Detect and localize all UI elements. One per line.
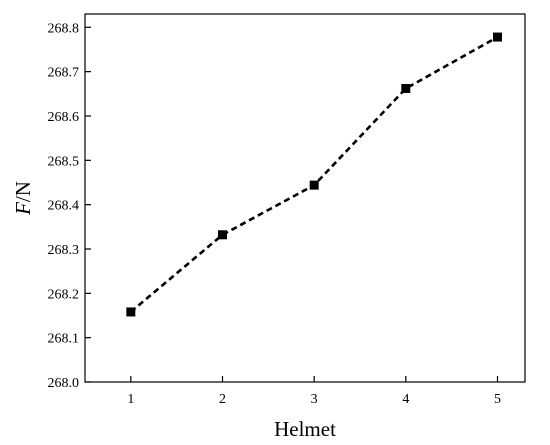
data-point-2 xyxy=(218,230,227,240)
y-tick-label: 268.4 xyxy=(48,199,80,214)
y-tick-label: 268.2 xyxy=(48,287,80,302)
x-tick-label: 1 xyxy=(127,392,134,407)
y-axis-title-symbol: F xyxy=(11,202,35,216)
plot-frame xyxy=(84,13,526,383)
series-line xyxy=(129,35,499,313)
x-tick-label: 3 xyxy=(311,392,318,407)
data-point-5 xyxy=(493,32,502,42)
y-tick-label: 268.3 xyxy=(48,243,80,258)
x-tick-label: 5 xyxy=(494,392,501,407)
y-axis-title-unit: /N xyxy=(11,181,35,202)
y-tick-label: 268.6 xyxy=(48,110,80,125)
y-axis: 268.0 268.1 268.2 268.3 268.4 268.5 268.6 268.7… xyxy=(48,21,91,391)
x-tick-label: 4 xyxy=(402,392,409,407)
data-point-3 xyxy=(309,180,319,190)
series-group xyxy=(126,32,502,317)
data-point-4 xyxy=(401,83,411,93)
y-tick-label: 268.7 xyxy=(48,66,80,81)
y-tick-label: 268.8 xyxy=(48,21,80,36)
x-axis: 1 2 3 4 5 xyxy=(127,376,501,407)
data-point-1 xyxy=(126,307,136,317)
x-axis-title: Helmet xyxy=(274,417,336,441)
y-axis-title: F/N xyxy=(11,181,35,216)
y-tick-label: 268.1 xyxy=(48,332,80,347)
x-tick-label: 2 xyxy=(219,392,226,407)
y-tick-label: 268.0 xyxy=(48,376,80,391)
y-tick-label: 268.5 xyxy=(48,154,80,169)
